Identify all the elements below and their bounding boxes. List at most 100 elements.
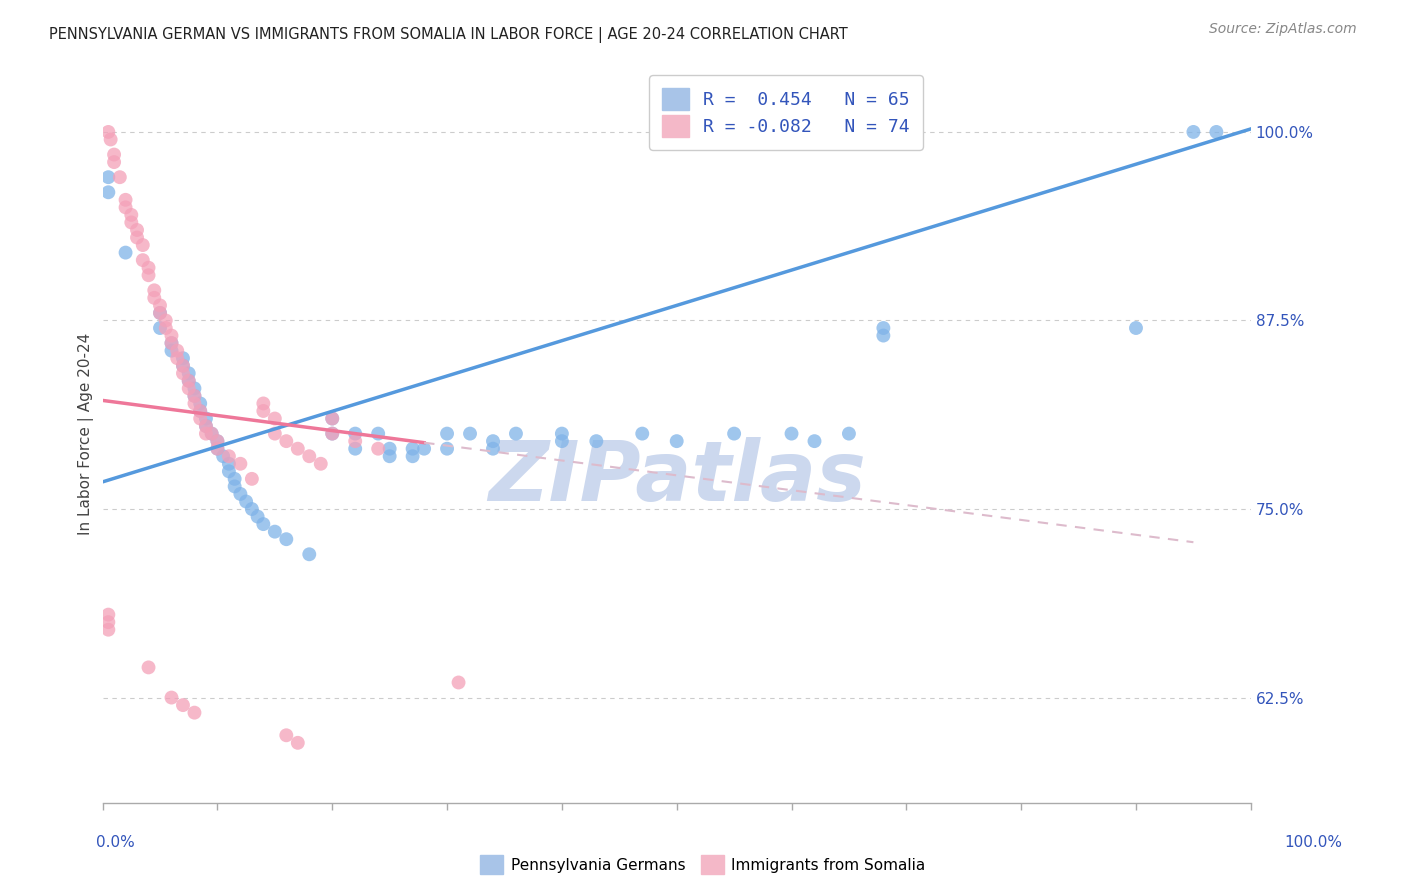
Point xyxy=(1182,125,1205,139)
Point xyxy=(298,449,321,463)
Point xyxy=(321,426,343,441)
Point xyxy=(132,253,155,268)
Point xyxy=(447,675,470,690)
Point xyxy=(138,268,160,283)
Point xyxy=(551,426,574,441)
Point xyxy=(287,442,309,456)
Point xyxy=(177,366,200,380)
Point xyxy=(240,502,263,516)
Point xyxy=(240,472,263,486)
Point xyxy=(160,328,183,343)
Point xyxy=(803,434,825,449)
Text: 100.0%: 100.0% xyxy=(1285,836,1343,850)
Point xyxy=(287,736,309,750)
Point xyxy=(201,426,224,441)
Point xyxy=(155,321,177,335)
Point xyxy=(194,411,217,425)
Point xyxy=(188,404,211,418)
Point xyxy=(321,411,343,425)
Point xyxy=(401,449,423,463)
Point xyxy=(252,517,274,532)
Point xyxy=(183,389,205,403)
Legend: R =  0.454   N = 65, R = -0.082   N = 74: R = 0.454 N = 65, R = -0.082 N = 74 xyxy=(650,75,922,150)
Point xyxy=(188,396,211,410)
Point xyxy=(172,698,194,712)
Point xyxy=(183,389,205,403)
Point xyxy=(224,472,246,486)
Point xyxy=(125,230,148,244)
Point xyxy=(309,457,332,471)
Point xyxy=(585,434,607,449)
Point xyxy=(97,615,120,629)
Point xyxy=(166,351,188,366)
Point xyxy=(413,442,436,456)
Point xyxy=(97,623,120,637)
Point xyxy=(252,404,274,418)
Point xyxy=(321,411,343,425)
Point xyxy=(143,283,166,297)
Point xyxy=(160,690,183,705)
Point xyxy=(218,457,240,471)
Point xyxy=(780,426,803,441)
Point xyxy=(344,434,367,449)
Point xyxy=(298,547,321,561)
Point xyxy=(155,313,177,327)
Point xyxy=(229,457,252,471)
Point xyxy=(723,426,745,441)
Point xyxy=(458,426,481,441)
Point xyxy=(367,426,389,441)
Point xyxy=(183,381,205,395)
Point xyxy=(97,186,120,200)
Point xyxy=(160,336,183,351)
Point xyxy=(482,434,505,449)
Point xyxy=(149,298,172,312)
Point xyxy=(263,411,285,425)
Point xyxy=(401,442,423,456)
Point xyxy=(194,419,217,434)
Point xyxy=(183,396,205,410)
Point xyxy=(1125,321,1147,335)
Point xyxy=(114,200,136,214)
Point xyxy=(436,426,458,441)
Point xyxy=(378,449,401,463)
Point xyxy=(378,442,401,456)
Point xyxy=(160,343,183,358)
Point xyxy=(125,223,148,237)
Point xyxy=(252,396,274,410)
Point xyxy=(218,464,240,478)
Point xyxy=(97,170,120,185)
Point xyxy=(665,434,688,449)
Point xyxy=(276,434,298,449)
Point xyxy=(172,351,194,366)
Point xyxy=(201,426,224,441)
Point xyxy=(188,404,211,418)
Point xyxy=(149,321,172,335)
Point xyxy=(505,426,527,441)
Point xyxy=(172,366,194,380)
Point xyxy=(194,426,217,441)
Text: Source: ZipAtlas.com: Source: ZipAtlas.com xyxy=(1209,22,1357,37)
Point xyxy=(207,442,229,456)
Point xyxy=(872,328,894,343)
Point xyxy=(207,442,229,456)
Point xyxy=(551,434,574,449)
Point xyxy=(166,343,188,358)
Point xyxy=(120,208,142,222)
Point xyxy=(132,238,155,252)
Point xyxy=(103,155,125,169)
Point xyxy=(246,509,269,524)
Point xyxy=(149,306,172,320)
Point xyxy=(263,524,285,539)
Point xyxy=(172,359,194,373)
Point xyxy=(172,359,194,373)
Point xyxy=(212,449,235,463)
Point xyxy=(194,419,217,434)
Point xyxy=(177,374,200,388)
Point xyxy=(138,660,160,674)
Point xyxy=(160,336,183,351)
Point xyxy=(114,245,136,260)
Point xyxy=(631,426,654,441)
Point xyxy=(838,426,860,441)
Point xyxy=(177,374,200,388)
Y-axis label: In Labor Force | Age 20-24: In Labor Force | Age 20-24 xyxy=(79,333,94,534)
